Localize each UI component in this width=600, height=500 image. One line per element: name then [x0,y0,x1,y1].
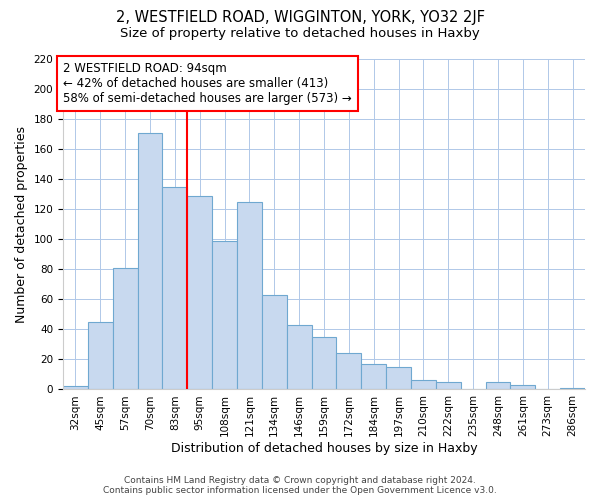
Bar [237,202,262,390]
Bar [511,385,535,390]
Bar [436,382,461,390]
Bar [337,354,361,390]
Bar [63,386,88,390]
Y-axis label: Number of detached properties: Number of detached properties [15,126,28,322]
Bar [287,325,311,390]
Bar [137,132,163,390]
Bar [361,364,386,390]
Bar [560,388,585,390]
Bar [163,186,187,390]
Bar [311,337,337,390]
Bar [386,367,411,390]
X-axis label: Distribution of detached houses by size in Haxby: Distribution of detached houses by size … [171,442,478,455]
Bar [485,382,511,390]
Bar [411,380,436,390]
Bar [88,322,113,390]
Text: 2 WESTFIELD ROAD: 94sqm
← 42% of detached houses are smaller (413)
58% of semi-d: 2 WESTFIELD ROAD: 94sqm ← 42% of detache… [63,62,352,105]
Bar [187,196,212,390]
Bar [212,241,237,390]
Text: Contains HM Land Registry data © Crown copyright and database right 2024.
Contai: Contains HM Land Registry data © Crown c… [103,476,497,495]
Bar [262,295,287,390]
Text: 2, WESTFIELD ROAD, WIGGINTON, YORK, YO32 2JF: 2, WESTFIELD ROAD, WIGGINTON, YORK, YO32… [115,10,485,25]
Bar [113,268,137,390]
Text: Size of property relative to detached houses in Haxby: Size of property relative to detached ho… [120,28,480,40]
